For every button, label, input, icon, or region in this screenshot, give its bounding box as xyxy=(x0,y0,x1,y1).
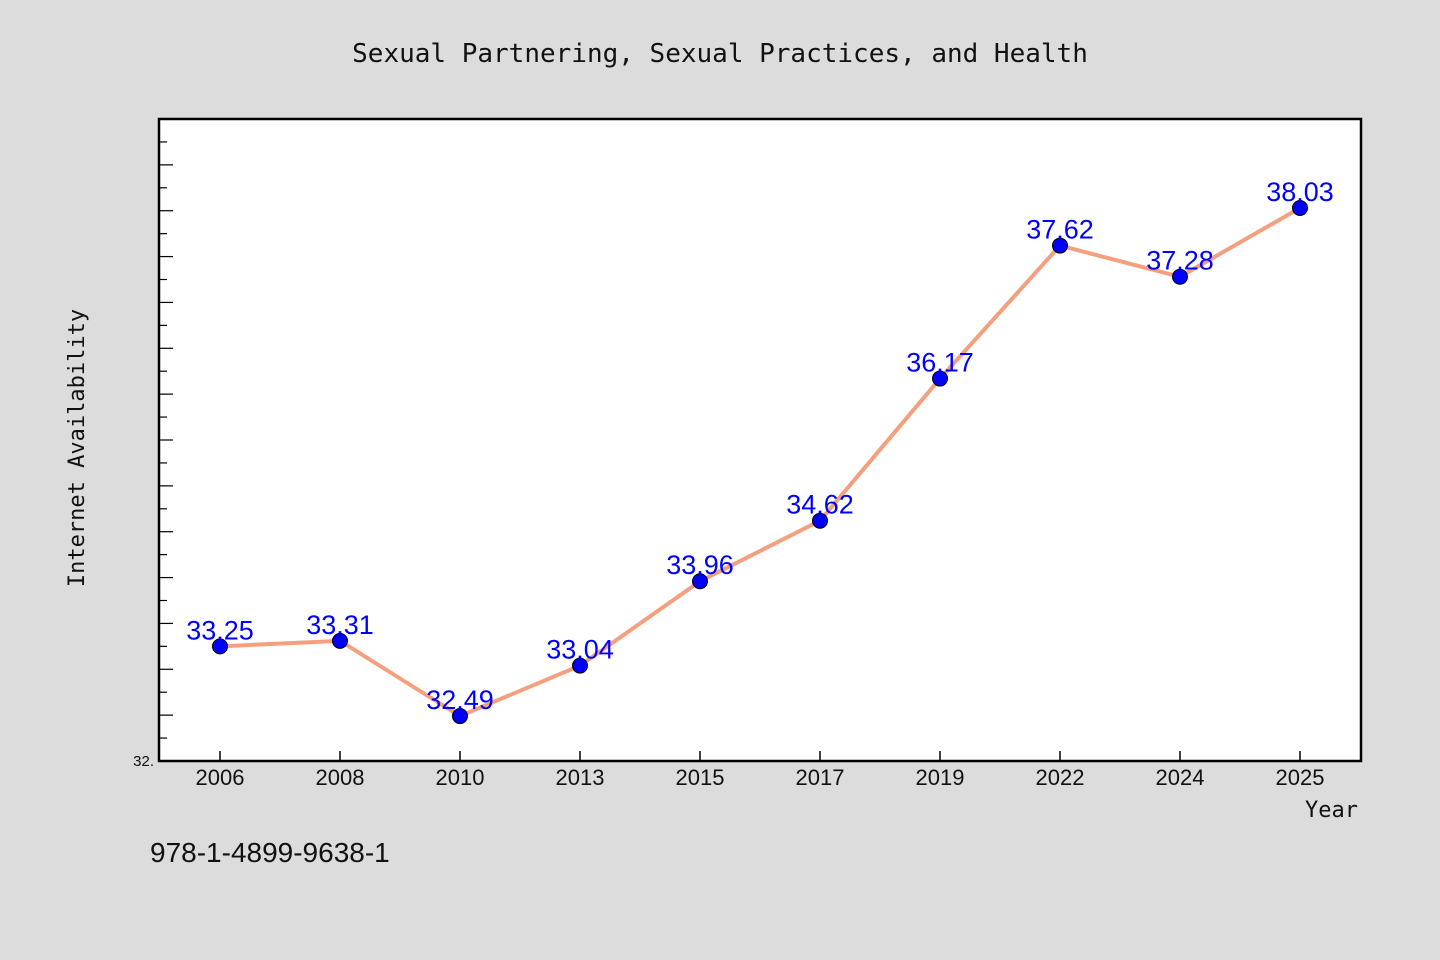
x-axis: 2006 2008 2010 2013 2015 2017 2019 2022 2024 2025 xyxy=(196,751,1325,790)
data-point xyxy=(1052,237,1068,254)
data-label: 32.49 xyxy=(426,685,494,715)
series-line xyxy=(219,206,1301,719)
y-axis-label: Internet Availability xyxy=(65,309,90,587)
plot-area xyxy=(157,117,1363,763)
isbn-text: 978-1-4899-9638-1 xyxy=(150,837,390,868)
y-axis-ticks xyxy=(159,118,173,762)
data-point xyxy=(572,657,588,674)
x-tick-label: 2024 xyxy=(1156,765,1205,790)
x-tick-label: 2013 xyxy=(556,765,605,790)
x-tick-label: 2006 xyxy=(196,765,245,790)
data-markers xyxy=(212,199,1308,725)
data-point xyxy=(812,512,828,529)
data-label: 34.62 xyxy=(786,490,854,520)
x-axis-label: Year xyxy=(1305,798,1358,823)
data-point xyxy=(1292,199,1308,216)
data-label: 38.03 xyxy=(1266,177,1334,207)
x-tick-label: 2015 xyxy=(676,765,725,790)
x-tick-label: 2017 xyxy=(796,765,845,790)
x-tick-label: 2019 xyxy=(916,765,965,790)
data-label: 37.28 xyxy=(1146,246,1214,276)
data-point xyxy=(212,638,228,655)
data-point xyxy=(692,573,708,590)
data-label: 33.96 xyxy=(666,550,734,580)
data-label: 37.62 xyxy=(1026,215,1094,245)
data-point xyxy=(332,632,348,649)
x-tick-label: 2008 xyxy=(316,765,365,790)
data-point xyxy=(1172,268,1188,285)
data-label: 33.04 xyxy=(546,635,614,665)
chart-title: Sexual Partnering, Sexual Practices, and… xyxy=(352,39,1088,69)
data-point xyxy=(452,708,468,725)
data-label: 36.17 xyxy=(906,348,974,378)
data-labels: 33.25 33.31 32.49 33.04 33.96 34.62 36.17 37.62… xyxy=(186,177,1334,715)
x-tick-label: 2022 xyxy=(1036,765,1085,790)
x-tick-label: 2025 xyxy=(1276,765,1325,790)
data-label: 33.31 xyxy=(306,610,374,640)
x-tick-label: 2010 xyxy=(436,765,485,790)
data-point xyxy=(932,370,948,387)
y-tick-label: 32. xyxy=(133,753,154,770)
data-label: 33.25 xyxy=(186,615,254,645)
